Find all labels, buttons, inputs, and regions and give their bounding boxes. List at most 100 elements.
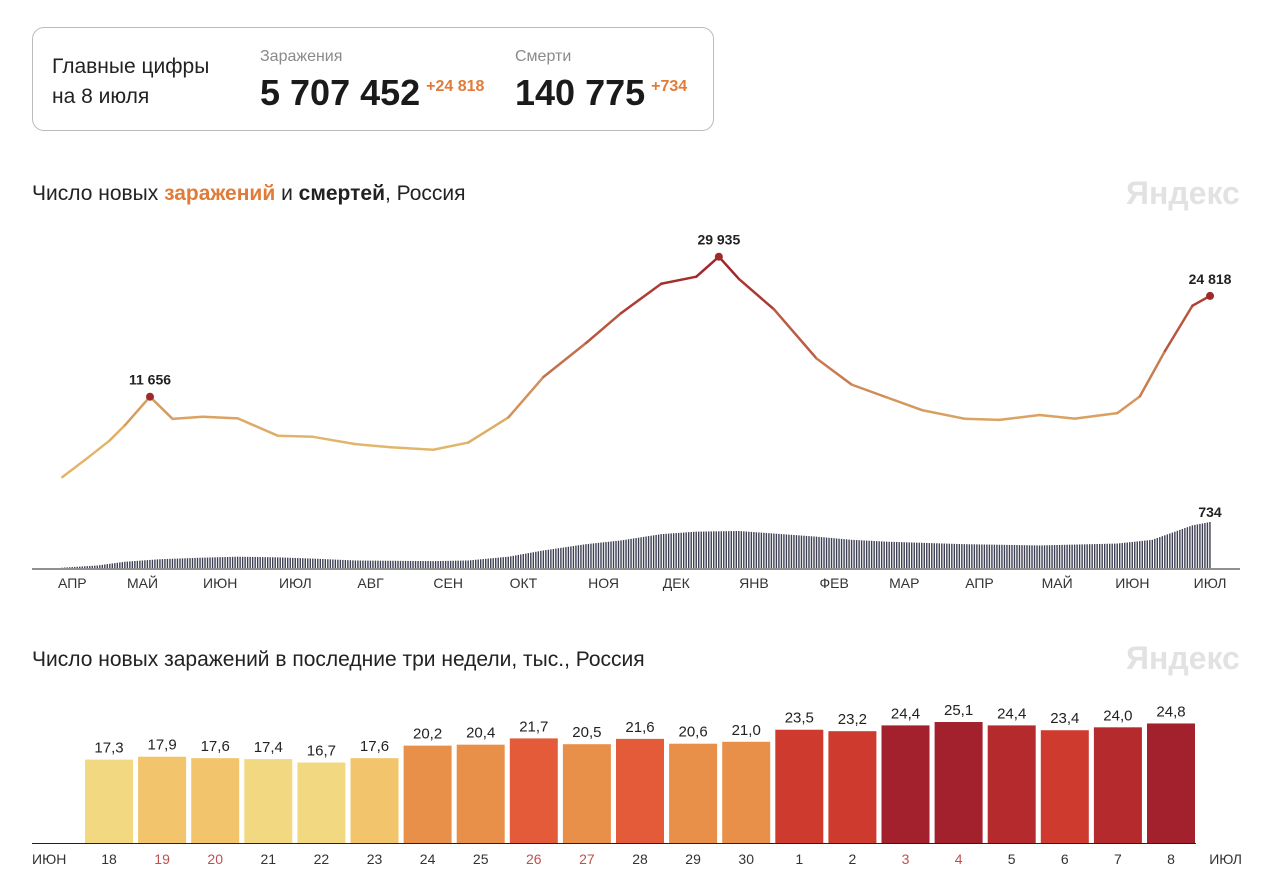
deaths-bar [219,557,221,568]
deaths-bar [730,531,732,568]
bar-value-label: 23,2 [838,711,867,728]
x-tick-label: АПР [965,575,994,591]
deaths-bar [194,557,196,568]
deaths-bar [309,558,311,568]
deaths-bar [642,536,645,568]
deaths-bar [477,559,479,568]
deaths-bar [1031,545,1033,568]
deaths-bar [715,531,717,568]
deaths-bar [367,560,369,568]
x-tick-label: МАЙ [1042,574,1073,591]
deaths-bar [1114,543,1116,568]
deaths-bar [349,560,352,568]
deaths-bar [845,539,848,568]
deaths-bar [1083,544,1086,568]
deaths-bar [269,557,271,568]
x-tick-label: 24 [420,851,436,867]
deaths-bar [1103,543,1106,568]
deaths-bar [733,531,735,568]
deaths-bar [1161,536,1164,568]
deaths-bar [805,535,808,568]
bar [1093,727,1142,843]
infections-stat: Заражения 5 707 452 +24 818 [260,48,484,114]
deaths-bar [976,544,978,568]
bar-value-label: 20,6 [678,724,707,741]
cases-line-segment [963,417,1001,422]
month-label-start: ИЮН [32,851,66,867]
deaths-bar [241,556,244,568]
deaths-bar [1199,523,1201,568]
deaths-bar [1048,545,1051,568]
deaths-bar [680,532,682,568]
deaths-bar [209,557,211,568]
deaths-bar [610,541,612,568]
deaths-bar [1018,545,1021,568]
deaths-bar [555,548,557,568]
deaths-bar [394,560,397,568]
deaths-bar [244,556,246,568]
deaths-bar [1156,537,1159,568]
bar [775,729,824,843]
bar-value-label: 17,6 [360,738,389,755]
deaths-bar [106,564,108,568]
deaths-bar [490,558,492,568]
cases-line-segment [850,383,889,399]
deaths-bar [1061,544,1063,568]
deaths-bar [357,560,359,568]
deaths-bar [432,561,434,568]
deaths-bar [823,537,825,568]
deaths-bar [181,558,184,568]
deaths-bar [933,543,935,568]
deaths-bar [359,560,362,568]
bar-value-label: 21,6 [625,719,654,736]
deaths-bar [1006,544,1008,568]
deaths-bar [469,560,472,568]
deaths-bar [452,560,454,568]
deaths-bar [1189,526,1191,568]
deaths-bar [379,560,382,568]
deaths-bar [760,532,763,568]
deaths-bar [700,531,702,568]
deaths-bar [542,550,545,568]
deaths-bar [1184,528,1186,568]
deaths-bar [597,542,600,568]
deaths-bar [114,563,116,568]
deaths-bar [833,538,835,568]
deaths-bar [1101,543,1103,568]
deaths-bar [728,531,730,568]
deaths-bar [986,544,988,568]
deaths-bar [620,540,622,568]
deaths-bar [948,543,951,568]
bar [456,744,505,843]
deaths-bar [447,560,449,568]
deaths-bar [236,556,239,568]
deaths-bar [510,556,512,568]
deaths-total: 140 775 [515,72,646,113]
deaths-bar [873,540,875,568]
deaths-bar [412,560,414,568]
peak-marker [714,252,723,261]
deaths-bar [479,559,482,568]
deaths-bar [768,533,770,568]
deaths-bar [773,533,775,568]
bar-value-label: 25,1 [944,702,973,719]
deaths-bar [497,557,499,568]
deaths-bar [472,560,474,568]
deaths-bar [174,558,176,568]
deaths-bar [264,557,266,568]
bar [1147,723,1195,843]
deaths-bar [164,559,166,568]
deaths-bar [785,534,788,568]
bar-value-label: 17,4 [254,739,283,756]
deaths-bar [640,537,642,568]
deaths-bar [179,558,181,568]
deaths-bar [256,557,259,568]
deaths-bar [342,559,344,568]
bar [669,743,718,843]
deaths-bar [550,549,552,568]
three-weeks-bar-chart: 17,31817,91917,62017,42116,72217,62320,2… [32,702,1242,867]
deaths-bar [259,557,261,568]
deaths-bar [577,545,580,568]
deaths-bar [139,560,141,568]
x-tick-label: ОКТ [510,575,538,591]
